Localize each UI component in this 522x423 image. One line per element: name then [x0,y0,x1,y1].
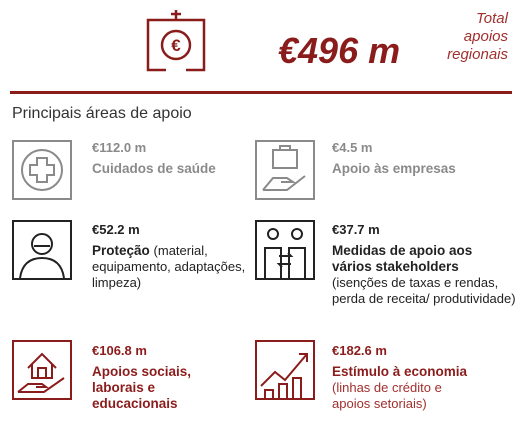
economy-icon [255,340,315,400]
item: €106.8 m Apoios sociais, laborais e educ… [92,343,217,412]
total-caption: Total apoios regionais [447,10,508,63]
item: €4.5 m Apoio às empresas [332,140,522,177]
item-title: Medidas de apoio aos vários stakeholders [332,243,473,274]
item-amount: €106.8 m [92,343,147,358]
total-amount: €496 m [278,30,401,71]
euro-icon: € [146,10,206,72]
protection-icon [12,220,72,280]
stakeholders-icon [255,220,315,280]
item-amount: €112.0 m [92,140,147,155]
svg-text:€: € [171,36,181,55]
section-title: Principais áreas de apoio [12,105,192,122]
item-title: Cuidados de saúde [92,161,216,176]
item: €182.6 m Estímulo à economia (linhas de … [332,343,482,412]
business-icon [255,140,315,200]
item-title: Apoios sociais, laborais e educacionais [92,364,192,411]
item-amount: €182.6 m [332,343,387,358]
item-title: Proteção [92,243,150,258]
item: €52.2 m Proteção (material, equipamento,… [92,222,252,291]
item: €112.0 m Cuidados de saúde [92,140,252,177]
item-detail: (isenções de taxas e rendas, perda de re… [332,275,516,306]
item-amount: €4.5 m [332,140,373,155]
health-icon [12,140,72,200]
item-title: Estímulo à economia [332,364,468,379]
item-amount: €37.7 m [332,222,380,237]
item-detail: (linhas de crédito e apoios setoriais) [332,380,442,411]
item-amount: €52.2 m [92,222,140,237]
item: €37.7 m Medidas de apoio aos vários stak… [332,222,522,307]
divider [10,91,512,94]
item-title: Apoio às empresas [332,161,456,176]
social-icon [12,340,72,400]
item-detail: (material, equipamento, adaptações, limp… [92,243,246,290]
